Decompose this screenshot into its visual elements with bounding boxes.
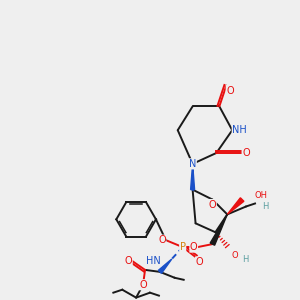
- Text: H: H: [262, 202, 268, 211]
- Text: HN: HN: [146, 256, 161, 266]
- Text: O: O: [226, 85, 234, 96]
- Text: O: O: [139, 280, 147, 290]
- Text: NH: NH: [232, 125, 247, 135]
- Text: O: O: [124, 256, 132, 266]
- Text: O: O: [190, 242, 198, 252]
- Polygon shape: [210, 214, 227, 245]
- Text: P: P: [180, 242, 186, 252]
- Text: O: O: [242, 148, 250, 158]
- Polygon shape: [190, 164, 195, 190]
- Text: O: O: [208, 200, 216, 209]
- Text: OH: OH: [254, 191, 267, 200]
- Text: O: O: [196, 257, 203, 267]
- Polygon shape: [227, 198, 244, 214]
- Text: N: N: [189, 159, 196, 169]
- Text: O: O: [158, 235, 166, 245]
- Text: O: O: [231, 251, 238, 260]
- Polygon shape: [158, 259, 172, 273]
- Text: H: H: [242, 256, 248, 265]
